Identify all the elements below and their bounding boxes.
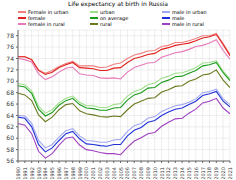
svg-text:78: 78 [8, 32, 14, 39]
html-text:urban: urban [100, 9, 115, 15]
svg-text:2017: 2017 [200, 167, 206, 179]
svg-text:1993: 1993 [36, 167, 42, 179]
svg-text:1998: 1998 [70, 167, 76, 179]
svg-text:1999: 1999 [77, 167, 83, 179]
svg-text:1991: 1991 [22, 167, 28, 179]
svg-text:72: 72 [8, 66, 14, 73]
svg-text:68: 68 [8, 89, 14, 96]
svg-text:76: 76 [8, 43, 14, 50]
svg-text:2009: 2009 [145, 167, 151, 179]
html-text:female: female [28, 15, 46, 21]
html-text:female in rural: female in rural [28, 21, 65, 27]
svg-text:2012: 2012 [165, 167, 171, 179]
svg-text:58: 58 [8, 146, 14, 153]
svg-text:2006: 2006 [124, 167, 130, 179]
svg-text:2010: 2010 [152, 167, 158, 179]
svg-text:2021: 2021 [227, 167, 228, 179]
html-text:rural: rural [100, 21, 112, 27]
svg-text:74: 74 [8, 55, 14, 62]
svg-text:2020: 2020 [220, 167, 226, 179]
svg-text:66: 66 [8, 100, 14, 107]
html-text:on average: on average [100, 15, 129, 21]
html-text:male in urban: male in urban [172, 9, 207, 15]
svg-text:64: 64 [8, 112, 14, 119]
svg-text:2016: 2016 [193, 167, 199, 179]
html-text:male: male [172, 15, 185, 21]
svg-text:2015: 2015 [186, 167, 192, 179]
svg-text:2000: 2000 [83, 167, 89, 179]
svg-text:2001: 2001 [90, 167, 96, 179]
svg-text:2002: 2002 [97, 167, 103, 179]
svg-text:56: 56 [8, 157, 14, 164]
svg-text:62: 62 [8, 123, 14, 130]
svg-text:2014: 2014 [179, 167, 185, 179]
html-text:Female in urban: Female in urban [28, 9, 69, 15]
html-text:male in rural: male in rural [172, 21, 204, 27]
svg-text:2018: 2018 [206, 167, 212, 179]
svg-text:60: 60 [8, 134, 14, 141]
svg-text:1992: 1992 [29, 167, 35, 179]
svg-text:2007: 2007 [131, 167, 137, 179]
svg-text:1996: 1996 [56, 167, 62, 179]
svg-text:70: 70 [8, 77, 14, 84]
svg-text:1995: 1995 [49, 167, 55, 179]
svg-text:2013: 2013 [172, 167, 178, 179]
svg-text:2005: 2005 [118, 167, 124, 179]
svg-text:2008: 2008 [138, 167, 144, 179]
svg-text:2004: 2004 [111, 167, 117, 179]
svg-text:1994: 1994 [42, 167, 48, 179]
svg-text:1990: 1990 [15, 167, 21, 179]
svg-text:2003: 2003 [104, 167, 110, 179]
svg-text:2011: 2011 [159, 167, 165, 179]
svg-text:1997: 1997 [63, 167, 69, 179]
svg-text:2019: 2019 [213, 167, 219, 179]
html-text:Life expectancy at birth in Ru: Life expectancy at birth in Russia [68, 0, 168, 7]
